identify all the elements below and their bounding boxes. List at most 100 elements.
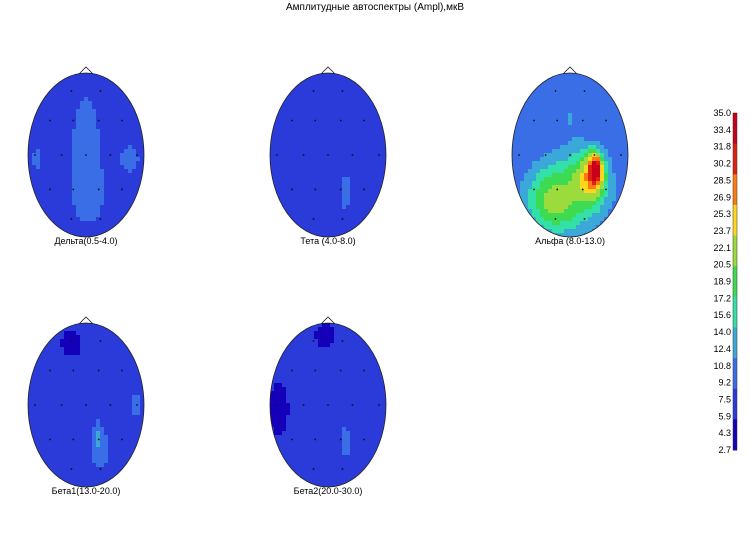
nose-marker xyxy=(78,316,94,325)
electrode-dot xyxy=(136,154,138,156)
electrode-dot xyxy=(363,369,365,372)
electrode-dot xyxy=(533,119,535,122)
electrode-dot xyxy=(544,154,547,156)
colorbar-tick-label: 5.9 xyxy=(718,411,731,421)
electrode-dot xyxy=(556,188,559,191)
electrode-dot xyxy=(378,404,380,406)
head-outline xyxy=(511,72,629,238)
electrode-dot xyxy=(49,438,51,441)
electrode-dot xyxy=(605,119,607,122)
electrode-dot xyxy=(312,468,315,470)
head-outline xyxy=(27,72,145,238)
electrode-dot xyxy=(620,154,622,156)
nose-marker xyxy=(78,66,94,75)
nose-marker xyxy=(320,316,336,325)
colorbar-tick-label: 30.2 xyxy=(713,159,731,169)
electrode-dot xyxy=(99,218,102,220)
topomap-label-beta2: Бета2(20.0-30.0) xyxy=(294,486,363,496)
colorbar-tick-label: 7.5 xyxy=(718,394,731,404)
colorbar-tick-label: 22.1 xyxy=(713,243,731,253)
electrode-dot xyxy=(327,154,329,156)
colorbar-segment xyxy=(733,235,737,267)
electrode-dot xyxy=(363,438,365,441)
head-outline xyxy=(269,322,387,488)
colorbar-tick-label: 4.3 xyxy=(718,428,731,438)
electrode-dot xyxy=(60,404,63,406)
colorbar-segment xyxy=(733,113,737,145)
electrode-dot xyxy=(34,154,36,156)
electrode-dot xyxy=(341,90,344,92)
electrode-dot xyxy=(99,90,102,92)
electrode-dot xyxy=(314,188,317,191)
colorbar-segment xyxy=(733,419,737,451)
electrode-dot xyxy=(109,404,112,406)
colorbar-tick-label: 12.4 xyxy=(713,344,731,354)
colorbar-tick-label: 25.3 xyxy=(713,209,731,219)
electrode-dot xyxy=(85,154,87,156)
electrode-dot xyxy=(581,119,584,122)
electrode-dot xyxy=(49,369,51,372)
electrode-dot xyxy=(351,154,354,156)
electrode-dot xyxy=(121,188,123,191)
colorbar-segment xyxy=(733,296,737,328)
electrode-dot xyxy=(556,119,559,122)
electrode-dot xyxy=(341,218,344,220)
colorbar-tick-label: 26.9 xyxy=(713,192,731,202)
colorbar-tick-label: 2.7 xyxy=(718,445,731,455)
colorbar: 35.0 33.4 31.8 30.2 28.5 26.9 25.3 23.7 22.1 20.5… xyxy=(713,108,738,455)
topomap-beta1 xyxy=(27,316,145,488)
electrode-dot xyxy=(291,119,293,122)
electrode-dot xyxy=(554,90,557,92)
topomap-label-alpha: Альфа (8.0-13.0) xyxy=(535,236,605,246)
electrode-dot xyxy=(60,154,63,156)
colorbar-tick-label: 23.7 xyxy=(713,226,731,236)
electrode-dot xyxy=(109,154,112,156)
electrode-dot xyxy=(581,188,584,191)
electrode-dot xyxy=(34,404,36,406)
colorbar-tick-label: 9.2 xyxy=(718,378,731,388)
colorbar-tick-label: 31.8 xyxy=(713,142,731,152)
electrode-dot xyxy=(518,154,520,156)
electrode-dot xyxy=(49,119,51,122)
electrode-dot xyxy=(97,438,100,441)
electrode-dot xyxy=(569,154,571,156)
topomap-delta xyxy=(27,66,145,238)
colorbar-tick-label: 18.9 xyxy=(713,277,731,287)
colorbar-tick-label: 14.0 xyxy=(713,327,731,337)
colorbar-tick-label: 15.6 xyxy=(713,310,731,320)
colorbar-segment xyxy=(733,204,737,237)
electrode-dot xyxy=(85,404,87,406)
colorbar-tick-label: 10.8 xyxy=(713,361,731,371)
electrode-dot xyxy=(121,369,123,372)
electrode-dot xyxy=(70,468,73,470)
electrode-dot xyxy=(291,188,293,191)
electrode-dot xyxy=(312,218,315,220)
topomap-label-beta1: Бета1(13.0-20.0) xyxy=(52,486,121,496)
electrode-dot xyxy=(121,438,123,441)
electrode-dot xyxy=(72,369,75,372)
electrode-dot xyxy=(136,404,138,406)
head-outline xyxy=(269,72,387,238)
electrode-dot xyxy=(314,369,317,372)
electrode-dot xyxy=(276,154,278,156)
colorbar-segment xyxy=(733,358,737,390)
electrode-dot xyxy=(363,188,365,191)
electrode-dot xyxy=(314,438,317,441)
colorbar-segment xyxy=(733,266,737,298)
electrode-dot xyxy=(605,188,607,191)
colorbar-segment xyxy=(733,327,737,359)
electrode-dot xyxy=(49,188,51,191)
topomap-theta xyxy=(269,66,387,238)
topomap-alpha xyxy=(511,66,629,238)
colorbar-tick-label: 35.0 xyxy=(713,108,731,118)
electrode-dot xyxy=(291,438,293,441)
electrode-dot xyxy=(583,218,586,220)
topomap-label-delta: Дельта(0.5-4.0) xyxy=(54,236,117,246)
electrode-dot xyxy=(378,154,380,156)
colorbar-segment xyxy=(733,143,737,175)
electrode-dot xyxy=(327,404,329,406)
electrode-dot xyxy=(70,218,73,220)
colorbar-tick-label: 20.5 xyxy=(713,260,731,270)
electrode-dot xyxy=(339,119,342,122)
electrode-dot xyxy=(341,468,344,470)
